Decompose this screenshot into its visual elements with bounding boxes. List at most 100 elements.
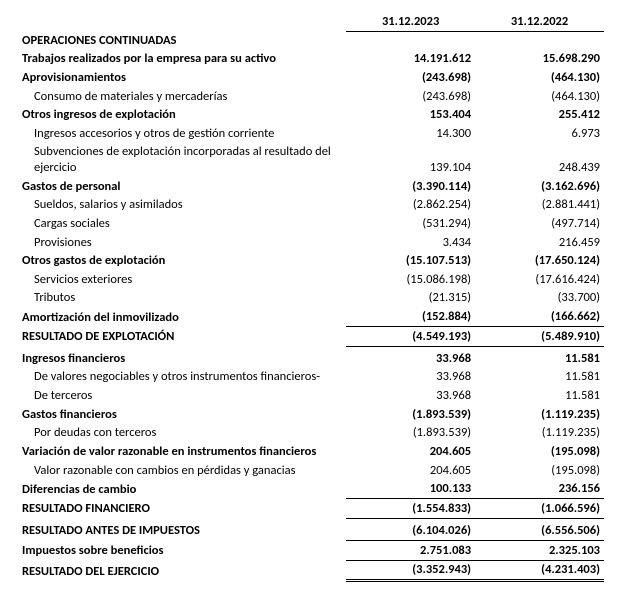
row-label: Aprovisionamientos xyxy=(18,68,346,87)
value-2023: (243.698) xyxy=(346,68,475,87)
row-label: RESULTADO DE EXPLOTACIÓN xyxy=(18,327,346,347)
row-label: RESULTADO DEL EJERCICIO xyxy=(18,560,346,581)
value-2022: (464.130) xyxy=(475,68,604,87)
value-2022: (17.616.424) xyxy=(475,270,604,289)
row-label: Valor razonable con cambios en pérdidas … xyxy=(18,461,346,480)
row-var-valor-sub: Valor razonable con cambios en pérdidas … xyxy=(18,461,604,480)
row-imp-benef: Impuestos sobre beneficios2.751.0832.325… xyxy=(18,541,604,561)
value-2022: (1.119.235) xyxy=(475,405,604,424)
value-2022: 11.581 xyxy=(475,346,604,368)
value-2023: (21.315) xyxy=(346,289,475,308)
value-2022: 236.156 xyxy=(475,480,604,499)
row-label: Sueldos, salarios y asimilados xyxy=(18,196,346,215)
row-res-explot: RESULTADO DE EXPLOTACIÓN(4.549.193)(5.48… xyxy=(18,327,604,347)
row-label: OPERACIONES CONTINUADAS xyxy=(18,31,346,50)
value-2022: (195.098) xyxy=(475,442,604,461)
row-label: Tributos xyxy=(18,289,346,308)
row-label: Gastos financieros xyxy=(18,405,346,424)
row-otros-ing-subv: Subvenciones de explotación incorporadas… xyxy=(18,143,604,177)
row-gp-prov: Provisiones3.434216.459 xyxy=(18,233,604,252)
value-2023: 14.300 xyxy=(346,124,475,143)
value-2022: 6.973 xyxy=(475,124,604,143)
value-2023: (152.884) xyxy=(346,308,475,327)
value-2022: (464.130) xyxy=(475,87,604,106)
row-label: Amortización del inmovilizado xyxy=(18,308,346,327)
value-2022: (1.119.235) xyxy=(475,424,604,443)
value-2023: (1.893.539) xyxy=(346,424,475,443)
value-2022: (6.556.506) xyxy=(475,518,604,540)
value-2022: 255.412 xyxy=(475,106,604,125)
row-amort: Amortización del inmovilizado(152.884)(1… xyxy=(18,308,604,327)
value-2023: (531.294) xyxy=(346,214,475,233)
row-aprov: Aprovisionamientos(243.698)(464.130) xyxy=(18,68,604,87)
row-label: Gastos de personal xyxy=(18,177,346,196)
value-2023: 204.605 xyxy=(346,442,475,461)
income-statement-table: 31.12.2023 31.12.2022 OPERACIONES CONTIN… xyxy=(18,12,604,582)
value-2022: (4.231.403) xyxy=(475,560,604,581)
row-label: Otros ingresos de explotación xyxy=(18,106,346,125)
value-2023: 204.605 xyxy=(346,461,475,480)
value-2023: (3.352.943) xyxy=(346,560,475,581)
row-label: Servicios exteriores xyxy=(18,270,346,289)
row-gastos-fin: Gastos financieros(1.893.539)(1.119.235) xyxy=(18,405,604,424)
value-2023: 100.133 xyxy=(346,480,475,499)
col-header-2022: 31.12.2022 xyxy=(475,12,604,31)
value-2023: 33.968 xyxy=(346,387,475,406)
header-row: 31.12.2023 31.12.2022 xyxy=(18,12,604,31)
value-2023: (15.107.513) xyxy=(346,252,475,271)
row-dif-cambio: Diferencias de cambio100.133236.156 xyxy=(18,480,604,499)
value-2023: 2.751.083 xyxy=(346,541,475,561)
row-gp-cargas: Cargas sociales(531.294)(497.714) xyxy=(18,214,604,233)
row-label: RESULTADO ANTES DE IMPUESTOS xyxy=(18,518,346,540)
row-var-valor: Variación de valor razonable en instrume… xyxy=(18,442,604,461)
value-2022: (33.700) xyxy=(475,289,604,308)
value-2022: (17.650.124) xyxy=(475,252,604,271)
value-2022: (5.489.910) xyxy=(475,327,604,347)
row-label: Ingresos financieros xyxy=(18,346,346,368)
value-2022: (497.714) xyxy=(475,214,604,233)
value-2022: (166.662) xyxy=(475,308,604,327)
value-2023 xyxy=(346,31,475,50)
value-2022: 11.581 xyxy=(475,368,604,387)
row-label: Subvenciones de explotación incorporadas… xyxy=(18,143,346,177)
row-label: Cargas sociales xyxy=(18,214,346,233)
value-2022 xyxy=(475,31,604,50)
row-label: Trabajos realizados por la empresa para … xyxy=(18,50,346,69)
row-label: Diferencias de cambio xyxy=(18,480,346,499)
row-gp-sueldos: Sueldos, salarios y asimilados(2.862.254… xyxy=(18,196,604,215)
row-trab-activo: Trabajos realizados por la empresa para … xyxy=(18,50,604,69)
value-2023: (1.554.833) xyxy=(346,499,475,519)
row-gastos-pers: Gastos de personal(3.390.114)(3.162.696) xyxy=(18,177,604,196)
value-2022: 2.325.103 xyxy=(475,541,604,561)
row-label: Ingresos accesorios y otros de gestión c… xyxy=(18,124,346,143)
value-2023: 3.434 xyxy=(346,233,475,252)
row-label: Por deudas con terceros xyxy=(18,424,346,443)
row-label: Impuestos sobre beneficios xyxy=(18,541,346,561)
value-2022: (2.881.441) xyxy=(475,196,604,215)
value-2022: 15.698.290 xyxy=(475,50,604,69)
value-2022: 11.581 xyxy=(475,387,604,406)
row-otros-gastos: Otros gastos de explotación(15.107.513)(… xyxy=(18,252,604,271)
row-label: Provisiones xyxy=(18,233,346,252)
value-2023: (243.698) xyxy=(346,87,475,106)
row-ing-fin: Ingresos financieros33.96811.581 xyxy=(18,346,604,368)
value-2023: 139.104 xyxy=(346,143,475,177)
value-2023: 33.968 xyxy=(346,346,475,368)
row-res-fin: RESULTADO FINANCIERO(1.554.833)(1.066.59… xyxy=(18,499,604,519)
row-label: RESULTADO FINANCIERO xyxy=(18,499,346,519)
row-op-cont: OPERACIONES CONTINUADAS xyxy=(18,31,604,50)
value-2023: (15.086.198) xyxy=(346,270,475,289)
value-2022: (3.162.696) xyxy=(475,177,604,196)
value-2023: 33.968 xyxy=(346,368,475,387)
row-ing-fin-val: De valores negociables y otros instrumen… xyxy=(18,368,604,387)
row-og-trib: Tributos(21.315)(33.700) xyxy=(18,289,604,308)
value-2022: 216.459 xyxy=(475,233,604,252)
value-2022: 248.439 xyxy=(475,143,604,177)
value-2022: (1.066.596) xyxy=(475,499,604,519)
col-header-2023: 31.12.2023 xyxy=(346,12,475,31)
row-gf-deudas: Por deudas con terceros(1.893.539)(1.119… xyxy=(18,424,604,443)
value-2023: (6.104.026) xyxy=(346,518,475,540)
value-2023: (3.390.114) xyxy=(346,177,475,196)
row-label: Variación de valor razonable en instrume… xyxy=(18,442,346,461)
value-2023: 153.404 xyxy=(346,106,475,125)
